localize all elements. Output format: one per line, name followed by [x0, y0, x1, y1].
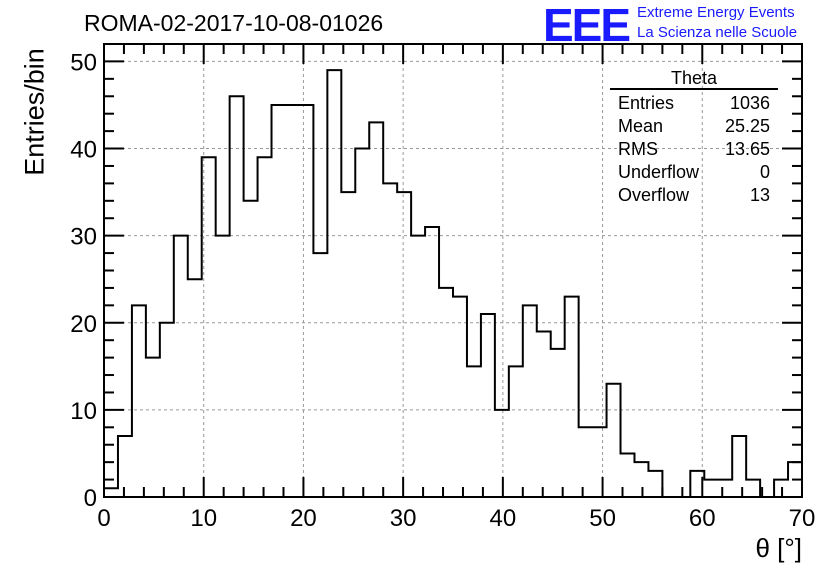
stats-label: Mean — [618, 116, 664, 136]
x-tick-label: 70 — [789, 505, 816, 532]
histogram-bin — [481, 314, 495, 497]
histogram-bin — [230, 96, 244, 497]
histogram-bin — [607, 384, 621, 497]
stats-value: 0 — [759, 162, 770, 182]
histogram-bin — [593, 427, 607, 497]
x-tick-label: 40 — [490, 505, 517, 532]
histogram-bin — [565, 297, 579, 497]
histogram-bin — [439, 288, 453, 497]
histogram-bin — [369, 122, 383, 497]
histogram-bin — [272, 105, 286, 497]
x-tick-label: 30 — [390, 505, 417, 532]
histogram-bin — [285, 105, 299, 497]
histogram-bin — [216, 236, 230, 497]
histogram-bin — [160, 323, 174, 497]
histogram-bin — [202, 157, 216, 497]
logo-line-2: La Scienza nelle Scuole — [637, 24, 798, 41]
histogram-bin — [327, 70, 341, 497]
histogram-bin — [453, 297, 467, 497]
x-tick-label: 0 — [97, 505, 110, 532]
stats-box: Theta Entries 1036 Mean 25.25 RMS 13.65 … — [610, 68, 778, 207]
histogram-bin — [509, 366, 523, 497]
stats-value: 13 — [749, 185, 770, 205]
x-tick-label: 50 — [589, 505, 616, 532]
y-tick-label: 0 — [84, 485, 97, 512]
stats-title: Theta — [610, 68, 778, 90]
stats-row-entries: Entries 1036 — [610, 92, 778, 115]
histogram-bin — [299, 105, 313, 497]
histogram-bin — [718, 480, 732, 497]
histogram-bin — [313, 253, 327, 497]
stats-value: 25.25 — [724, 116, 770, 136]
y-tick-label: 40 — [70, 137, 97, 164]
stats-row-underflow: Underflow 0 — [610, 161, 778, 184]
x-axis-label: θ [°] — [755, 533, 802, 563]
x-tick-label: 20 — [290, 505, 317, 532]
tick-labels: 0 10 20 30 40 50 60 70 0 10 20 30 40 50 — [70, 49, 815, 532]
histogram-bin — [258, 157, 272, 497]
eee-logo-mark: EEE — [543, 0, 631, 51]
y-axis-label: Entries/bin — [19, 48, 50, 176]
histogram-bin — [383, 183, 397, 497]
histogram-bin — [146, 358, 160, 497]
histogram-bin — [579, 427, 593, 497]
stats-label: Underflow — [618, 162, 700, 182]
histogram-bin — [425, 227, 439, 497]
stats-value: 13.65 — [724, 139, 770, 159]
histogram-bin — [523, 305, 537, 497]
histogram-bin — [732, 436, 746, 497]
histogram-bin — [746, 480, 760, 497]
histogram-bin — [648, 471, 662, 497]
stats-value: 1036 — [729, 93, 770, 113]
histogram-bin — [467, 366, 481, 497]
axis-ticks — [103, 43, 803, 498]
histogram-bin — [551, 349, 565, 497]
stats-label: Overflow — [618, 185, 690, 205]
histogram-bin — [355, 149, 369, 497]
histogram-bin — [341, 192, 355, 497]
histogram-bin — [132, 305, 146, 497]
x-tick-label: 10 — [190, 505, 217, 532]
histogram-bin — [174, 236, 188, 497]
x-tick-label: 60 — [689, 505, 716, 532]
stats-row-mean: Mean 25.25 — [610, 115, 778, 138]
histogram-bin — [244, 201, 258, 497]
chart-title: ROMA-02-2017-10-08-01026 — [84, 10, 384, 36]
histogram-bin — [104, 488, 118, 497]
stats-label: RMS — [618, 139, 658, 159]
y-tick-label: 30 — [70, 224, 97, 251]
histogram-bin — [411, 236, 425, 497]
logo-line-1: Extreme Energy Events — [637, 4, 795, 21]
histogram-bin — [188, 279, 202, 497]
y-tick-label: 50 — [70, 49, 97, 76]
y-tick-label: 10 — [70, 398, 97, 425]
stats-row-rms: RMS 13.65 — [610, 138, 778, 161]
histogram-bin — [537, 331, 551, 497]
stats-row-overflow: Overflow 13 — [610, 184, 778, 207]
y-tick-label: 20 — [70, 311, 97, 338]
histogram-bin — [397, 192, 411, 497]
stats-label: Entries — [618, 93, 675, 113]
eee-logo-text: Extreme Energy Events La Scienza nelle S… — [637, 3, 797, 43]
histogram-bin — [704, 480, 718, 497]
